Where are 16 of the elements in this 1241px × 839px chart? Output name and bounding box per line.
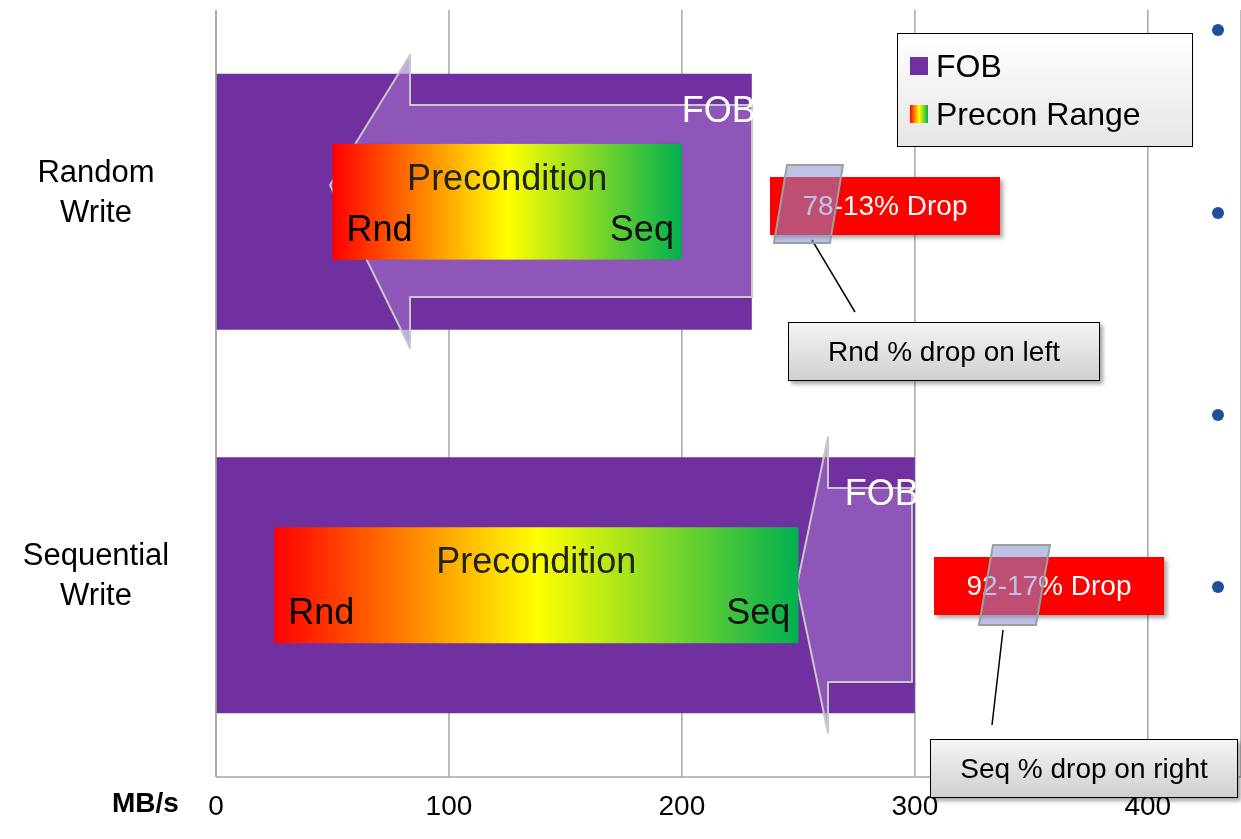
x-tick-label: 100 bbox=[425, 789, 473, 821]
annotation: Precondition bbox=[436, 540, 637, 582]
x-tick-label: 200 bbox=[658, 789, 706, 821]
legend-label: FOB bbox=[936, 47, 1002, 85]
annotation: Rnd bbox=[346, 207, 413, 249]
x-tick-label: 300 bbox=[891, 789, 939, 821]
annotation: Seq bbox=[609, 207, 674, 249]
legend-label: Precon Range bbox=[936, 95, 1141, 133]
x-axis-title: MB/s bbox=[112, 787, 179, 819]
annotation: Seq bbox=[726, 591, 791, 633]
annotation: Seq % drop on right bbox=[960, 752, 1208, 784]
y-tick-label: Sequential Write bbox=[22, 537, 170, 613]
annotation: Rnd % drop on left bbox=[788, 322, 1100, 381]
annotation: Rnd bbox=[288, 591, 355, 633]
x-tick-label: 0 bbox=[208, 789, 224, 821]
y-tick-label: Random Write bbox=[37, 153, 155, 229]
